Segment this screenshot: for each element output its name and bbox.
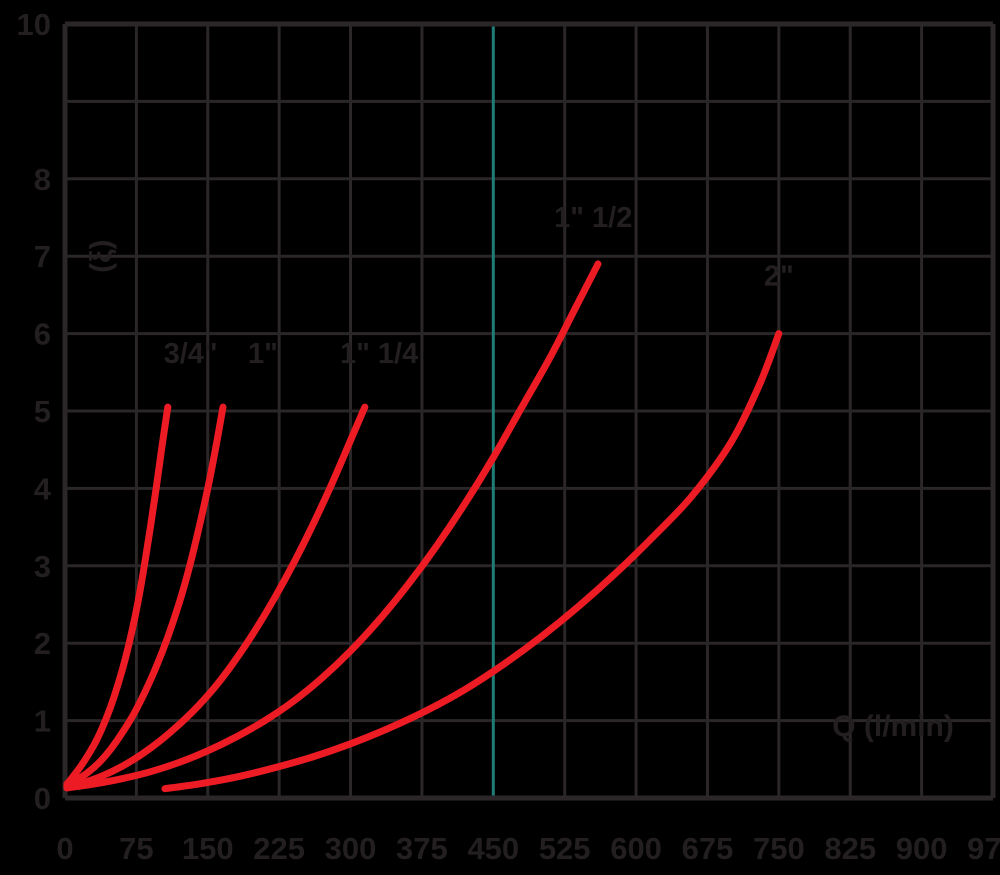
chart-axes — [62, 21, 996, 801]
series-labels: 3/4" 1" 1" 1/4 1" 1/2 2" — [164, 202, 794, 370]
series-label: 3/4" — [164, 338, 218, 370]
data-curves — [63, 260, 783, 793]
x-axis-tick-label: 375 — [396, 831, 448, 866]
x-axis-tick-label: 900 — [896, 831, 948, 866]
axis-titles: Q (l/min) (ξ) — [85, 240, 954, 744]
x-axis-tick-label: 300 — [325, 831, 377, 866]
chart-grid — [63, 22, 995, 800]
x-axis-tick-label: 975 — [967, 831, 1000, 866]
curve-series — [63, 260, 602, 792]
series-label: 1" — [248, 338, 278, 370]
x-axis-tick-label: 600 — [610, 831, 662, 866]
y-axis-tick-label: 7 — [34, 239, 51, 274]
x-axis-tick-label: 450 — [467, 831, 519, 866]
curve-series — [161, 330, 783, 793]
series-label: 1" 1/2 — [554, 202, 632, 234]
x-axis-tick-label: 75 — [119, 831, 153, 866]
curve-series — [63, 403, 369, 791]
y-axis-tick-label: 0 — [34, 781, 51, 816]
y-axis-tick-label: 3 — [34, 549, 51, 584]
series-label: 1" 1/4 — [340, 338, 418, 370]
x-axis-tick-labels: 0 75 150 225 300 375 450 525 600 675 750 825 900 975 — [56, 831, 1000, 866]
x-axis-tick-label: 525 — [539, 831, 591, 866]
x-axis-tick-label: 150 — [182, 831, 234, 866]
x-axis-title: Q (l/min) — [832, 710, 954, 743]
x-axis-tick-label: 0 — [56, 831, 73, 866]
y-axis-tick-label: 8 — [34, 162, 51, 197]
curve-series — [63, 403, 227, 790]
y-axis-tick-label: 6 — [34, 317, 51, 352]
y-axis-tick-label: 2 — [34, 626, 51, 661]
y-axis-tick-label: 10 — [17, 7, 51, 42]
series-label: 2" — [764, 261, 794, 293]
y-axis-title: (ξ) — [85, 240, 118, 273]
x-axis-tick-label: 225 — [253, 831, 305, 866]
x-axis-tick-label: 675 — [682, 831, 734, 866]
y-axis-tick-labels: 0 1 2 3 4 5 6 7 8 10 — [17, 7, 52, 816]
y-axis-tick-label: 5 — [34, 394, 51, 429]
x-axis-tick-label: 750 — [753, 831, 805, 866]
y-axis-tick-label: 1 — [34, 704, 51, 739]
y-axis-tick-label: 4 — [34, 471, 52, 506]
curve-series — [63, 403, 172, 788]
x-axis-tick-label: 825 — [824, 831, 876, 866]
